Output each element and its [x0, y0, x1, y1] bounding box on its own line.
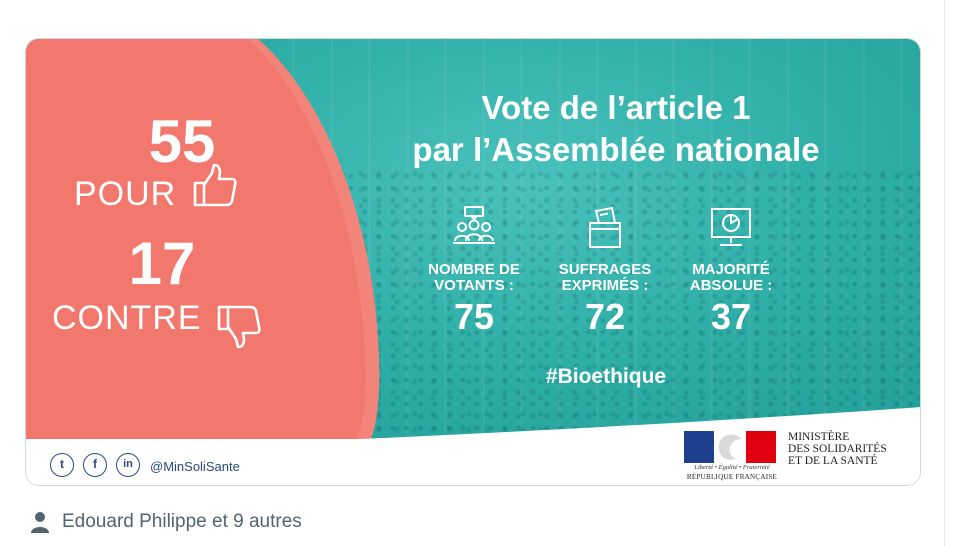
stat-suffrages-label: SUFFRAGES EXPRIMÉS :: [540, 262, 670, 294]
stat-votants-value: 75: [453, 296, 495, 337]
ministry-line-3: ET DE LA SANTÉ: [788, 455, 878, 467]
ministry-line-2: DES SOLIDARITÉS: [788, 443, 887, 455]
social-context-text[interactable]: Edouard Philippe et 9 autres: [62, 511, 302, 532]
facebook-icon: f: [83, 453, 107, 477]
pour-count: 55: [148, 108, 216, 175]
social-context[interactable]: Edouard Philippe et 9 autres: [30, 510, 302, 534]
stat-majorite: MAJORITÉ ABSOLUE : 37: [666, 205, 796, 337]
stat-suffrages-value: 72: [584, 296, 626, 337]
salmon-shape: [26, 39, 380, 449]
stat-majorite-value: 37: [710, 296, 752, 337]
stat-votants-label-2: VOTANTS :: [434, 277, 514, 294]
stat-votants-label-1: NOMBRE DE: [428, 261, 520, 278]
presentation-chart-icon: [711, 208, 751, 246]
republique-francaise-label: RÉPUBLIQUE FRANÇAISE: [686, 473, 778, 481]
tweet-media-image[interactable]: 55 POUR 17 CONTRE Vote de l’article 1 pa…: [25, 38, 921, 486]
timeline-divider: [944, 0, 945, 546]
hashtag: #Bioethique: [545, 365, 667, 388]
stat-votants: NOMBRE DE VOTANTS : 75: [409, 205, 539, 337]
pour-label: POUR: [74, 175, 177, 213]
person-icon: [31, 512, 49, 533]
stat-suffrages-label-1: SUFFRAGES: [558, 261, 652, 278]
voters-group-icon: [453, 206, 495, 244]
republic-motto: Liberté • Égalité • Fraternité: [694, 464, 770, 471]
thumbs-down-icon: [217, 305, 261, 349]
twitter-icon: t: [50, 453, 74, 477]
thumbs-up-icon: [193, 163, 237, 207]
linkedin-icon: in: [116, 453, 140, 477]
headline: Vote de l’article 1 par l’Assemblée nati…: [356, 87, 876, 171]
twitter-handle: @MinSoliSante: [150, 459, 240, 474]
marianne-logo: [684, 431, 776, 463]
ministry-name: MINISTÈRE DES SOLIDARITÉS ET DE LA SANTÉ: [788, 431, 918, 467]
contre-label: CONTRE: [52, 299, 202, 337]
ballot-box-icon: [589, 206, 621, 248]
contre-count: 17: [128, 230, 196, 297]
stat-suffrages-label-2: EXPRIMÉS :: [561, 277, 649, 294]
stat-majorite-label-1: MAJORITÉ: [692, 261, 770, 278]
stat-majorite-label: MAJORITÉ ABSOLUE :: [666, 262, 796, 294]
stat-votants-label: NOMBRE DE VOTANTS :: [409, 262, 539, 294]
stat-suffrages: SUFFRAGES EXPRIMÉS : 72: [540, 205, 670, 337]
ministry-line-1: MINISTÈRE: [788, 431, 850, 443]
stat-majorite-label-2: ABSOLUE :: [689, 277, 773, 294]
headline-line-1: Vote de l’article 1: [481, 89, 751, 126]
headline-line-2: par l’Assemblée nationale: [412, 131, 820, 168]
